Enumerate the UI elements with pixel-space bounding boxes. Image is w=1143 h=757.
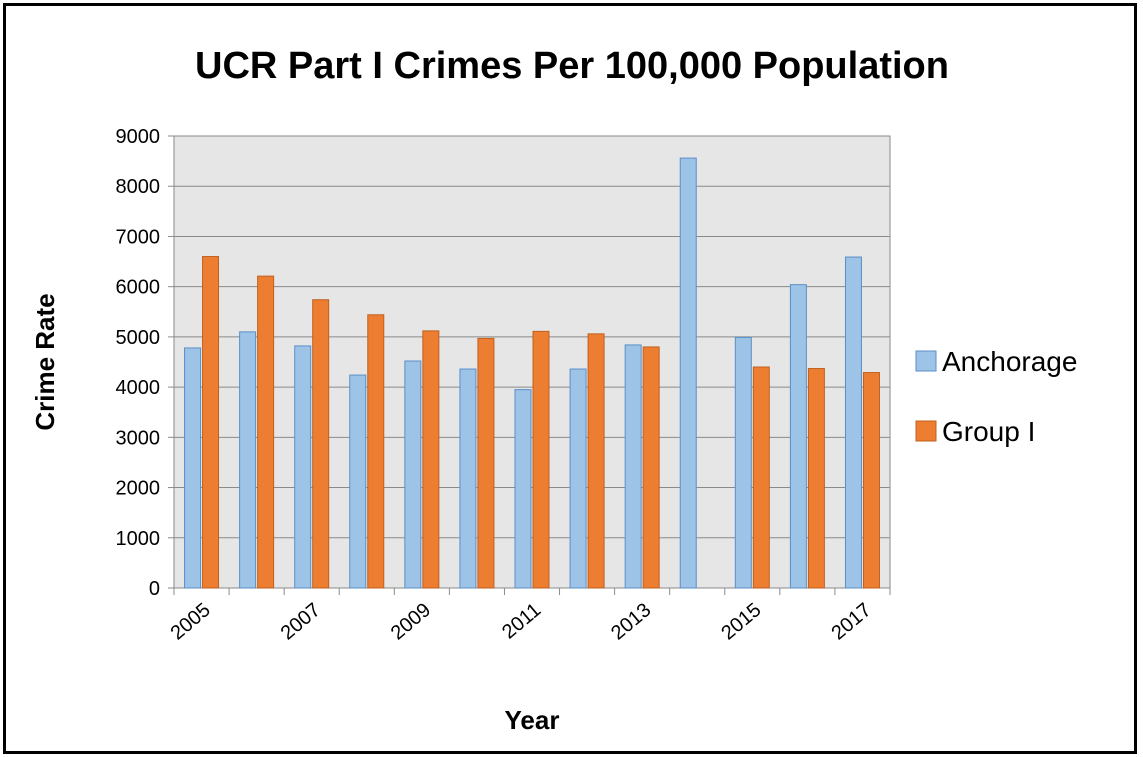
bar-anchorage-2012 xyxy=(569,368,587,589)
x-tick-label: 2005 xyxy=(167,599,215,644)
bar-anchorage-2015 xyxy=(734,336,752,589)
bar-anchorage-2006 xyxy=(239,331,257,589)
bar-chart: UCR Part I Crimes Per 100,000 Population… xyxy=(30,45,1077,735)
y-tick-label: 7000 xyxy=(116,226,161,248)
bar-group-i-2005 xyxy=(202,256,220,589)
x-tick-label: 2009 xyxy=(387,599,435,644)
bar-group-i-2012 xyxy=(587,333,605,589)
bar-anchorage-2016 xyxy=(789,284,807,589)
bar-anchorage-2009 xyxy=(404,360,422,589)
bar-group-i-2006 xyxy=(257,275,275,589)
x-axis-label: Year xyxy=(505,705,560,735)
legend-label: Group I xyxy=(942,416,1035,447)
legend-label: Anchorage xyxy=(942,346,1077,377)
bar-anchorage-2005 xyxy=(184,347,202,589)
bar-group-i-2010 xyxy=(477,337,495,589)
plot-area xyxy=(173,135,891,589)
y-tick-label: 9000 xyxy=(116,126,161,148)
y-axis-label: Crime Rate xyxy=(30,293,60,430)
bar-anchorage-2007 xyxy=(294,345,312,589)
x-tick-label: 2011 xyxy=(498,599,545,644)
bar-group-i-2016 xyxy=(807,368,825,589)
gridlines xyxy=(174,135,890,589)
bar-group-i-2011 xyxy=(532,330,550,589)
y-tick-label: 5000 xyxy=(116,327,161,349)
x-tick-label: 2015 xyxy=(717,599,765,644)
y-tick-label: 4000 xyxy=(116,377,161,399)
y-tick-label: 0 xyxy=(149,578,160,600)
x-tick-label: 2017 xyxy=(827,599,875,644)
y-axis-ticks: 0 1000 2000 3000 4000 5000 6000 7000 8000 9000 xyxy=(116,126,174,600)
bar-anchorage-2017 xyxy=(844,256,862,589)
bar-anchorage-2011 xyxy=(514,389,532,589)
x-tick-label: 2013 xyxy=(607,599,655,644)
y-tick-label: 2000 xyxy=(116,478,161,500)
bar-group-i-2015 xyxy=(752,366,770,589)
y-tick-label: 8000 xyxy=(116,176,161,198)
chart-frame: UCR Part I Crimes Per 100,000 Population… xyxy=(3,3,1137,754)
bar-anchorage-2010 xyxy=(459,368,477,589)
chart-title: UCR Part I Crimes Per 100,000 Population xyxy=(195,45,949,87)
y-tick-label: 3000 xyxy=(116,427,161,449)
bar-group-i-2009 xyxy=(422,330,440,589)
y-tick-label: 1000 xyxy=(116,528,161,550)
y-tick-label: 6000 xyxy=(116,277,161,299)
bars xyxy=(184,157,880,589)
legend: Anchorage Group I xyxy=(915,346,1077,447)
bar-anchorage-2014 xyxy=(679,157,697,589)
bar-anchorage-2013 xyxy=(624,344,642,589)
bar-anchorage-2008 xyxy=(349,374,367,589)
legend-swatch-group-i xyxy=(915,420,937,442)
bar-group-i-2013 xyxy=(642,346,660,589)
legend-swatch-anchorage xyxy=(915,350,937,372)
x-tick-label: 2007 xyxy=(277,599,325,644)
bar-group-i-2007 xyxy=(312,299,330,589)
bar-group-i-2017 xyxy=(862,372,880,589)
x-axis-ticks: 2005 2007 2009 2011 2013 2015 2017 xyxy=(167,588,891,644)
bar-group-i-2008 xyxy=(367,314,385,589)
